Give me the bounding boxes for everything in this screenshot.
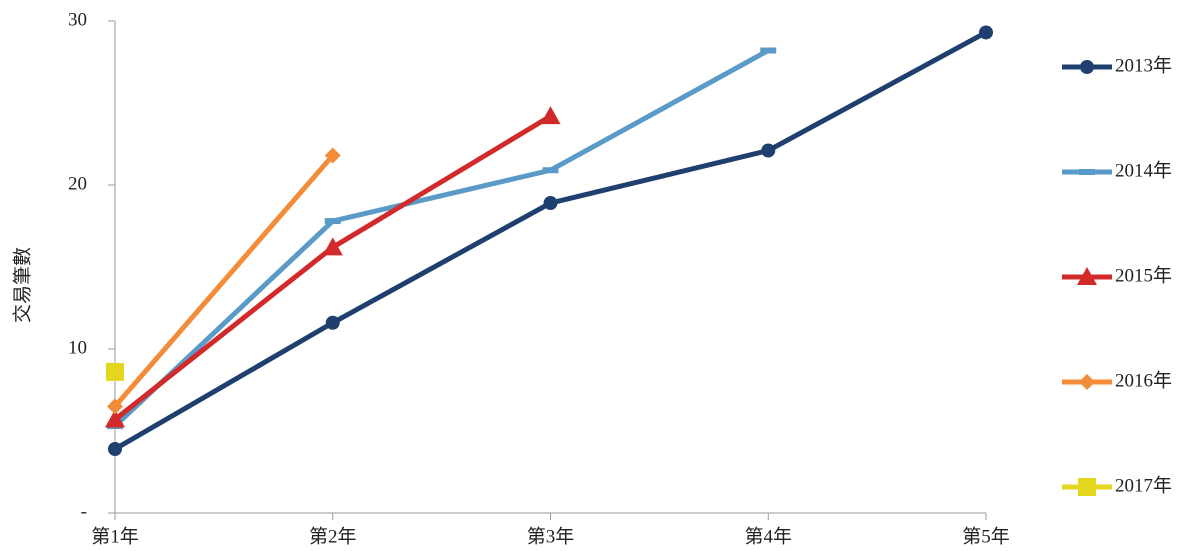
legend-label: 2015年 — [1115, 264, 1172, 286]
legend-marker — [1078, 478, 1096, 496]
data-point — [540, 106, 561, 125]
legend-label: 2016年 — [1115, 369, 1172, 391]
y-tick-label: - — [81, 501, 87, 522]
legend-marker — [1080, 60, 1094, 74]
x-tick-label: 第4年 — [744, 525, 792, 547]
data-point — [543, 196, 558, 211]
data-point — [324, 218, 341, 225]
data-point — [105, 409, 125, 428]
legend-marker — [1079, 169, 1095, 175]
series-line — [113, 30, 988, 452]
data-point — [760, 47, 777, 54]
series-line — [113, 153, 335, 409]
legend-label: 2014年 — [1115, 159, 1172, 181]
data-point — [324, 147, 341, 164]
y-tick-label: 30 — [68, 9, 87, 30]
x-tick-label: 第2年 — [309, 525, 357, 547]
data-point — [107, 398, 123, 415]
data-point — [106, 362, 124, 381]
y-axis-label: 交易筆數 — [11, 247, 33, 323]
data-point — [542, 167, 559, 174]
data-point — [322, 237, 343, 256]
series-line — [113, 48, 770, 428]
data-point — [325, 315, 340, 330]
legend-label: 2013年 — [1115, 54, 1172, 76]
data-point — [108, 442, 122, 457]
legend-marker — [1079, 374, 1095, 390]
legend-marker — [1077, 267, 1097, 285]
legend-label: 2017年 — [1115, 474, 1172, 496]
x-tick-label: 第3年 — [527, 525, 575, 547]
y-tick-label: 10 — [68, 337, 87, 358]
y-tick-label: 20 — [68, 173, 87, 194]
data-point — [761, 143, 776, 158]
x-tick-label: 第5年 — [962, 525, 1010, 547]
x-tick-label: 第1年 — [91, 525, 139, 547]
data-point — [979, 25, 993, 40]
